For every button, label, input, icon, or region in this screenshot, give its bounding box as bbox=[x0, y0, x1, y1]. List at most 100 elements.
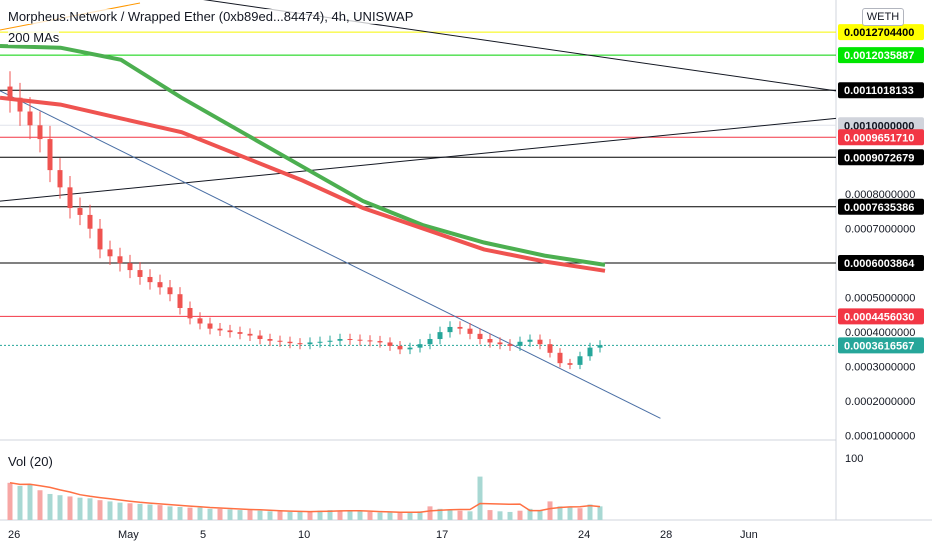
ma-fast-line bbox=[0, 95, 606, 273]
volume-bar bbox=[317, 510, 323, 520]
volume-bar bbox=[357, 511, 363, 520]
candle-body bbox=[497, 342, 503, 345]
volume-bar bbox=[137, 503, 143, 520]
time-tick-label: 26 bbox=[8, 529, 20, 541]
price-label-badge bbox=[838, 129, 924, 146]
price-label-text: 0.0003616567 bbox=[844, 340, 914, 352]
volume-bar bbox=[17, 485, 23, 520]
volume-bar bbox=[597, 506, 603, 520]
time-tick-label: 17 bbox=[436, 529, 448, 541]
indicator-label[interactable]: 200 MAs bbox=[8, 30, 60, 45]
candle-body bbox=[427, 339, 433, 345]
volume-bar bbox=[227, 509, 233, 520]
ma-slow-line bbox=[0, 44, 606, 267]
price-label-text: 0.0004456030 bbox=[844, 311, 914, 323]
candle-body bbox=[487, 339, 493, 343]
price-label-badge bbox=[838, 82, 924, 99]
candle-body bbox=[587, 347, 593, 357]
volume-bar bbox=[557, 506, 563, 520]
candle-body bbox=[367, 340, 373, 342]
price-label-text: 0.0009651710 bbox=[844, 132, 914, 144]
price-tick-label: 0.0004000000 bbox=[845, 327, 915, 339]
time-tick-label: 5 bbox=[200, 529, 206, 541]
time-tick-label: 10 bbox=[298, 529, 310, 541]
volume-bar bbox=[367, 511, 373, 520]
price-label-badge bbox=[838, 255, 924, 272]
time-tick-label: 28 bbox=[660, 529, 672, 541]
volume-bar bbox=[337, 510, 343, 520]
candle-body bbox=[407, 347, 413, 350]
volume-bar bbox=[117, 502, 123, 520]
candle-body bbox=[187, 307, 193, 319]
volume-bar bbox=[447, 510, 453, 520]
candle-body bbox=[557, 352, 563, 364]
volume-bar bbox=[277, 511, 283, 520]
volume-bar bbox=[527, 508, 533, 520]
price-tick-label: 0.0003000000 bbox=[845, 362, 915, 374]
volume-bar bbox=[507, 511, 513, 520]
volume-bar bbox=[327, 510, 333, 520]
volume-bar bbox=[437, 508, 443, 520]
candle-body bbox=[77, 208, 83, 215]
candle-body bbox=[597, 345, 603, 348]
candle-body bbox=[337, 339, 343, 341]
candle-body bbox=[547, 344, 553, 353]
candle-body bbox=[297, 343, 303, 345]
candle-body bbox=[377, 341, 383, 343]
candle-body bbox=[17, 97, 23, 112]
volume-bar bbox=[77, 497, 83, 520]
candle-body bbox=[507, 344, 513, 346]
volume-bar bbox=[547, 501, 553, 520]
trend-line-mid-diagonal bbox=[0, 117, 837, 202]
price-tick-label: 0.0007000000 bbox=[845, 224, 915, 236]
candle-body bbox=[467, 328, 473, 334]
trend-line-down-trend bbox=[0, 90, 661, 419]
volume-bar bbox=[477, 476, 483, 520]
currency-button[interactable]: WETH bbox=[862, 8, 904, 26]
candle-body bbox=[327, 340, 333, 342]
volume-bar bbox=[297, 511, 303, 520]
time-tick-label: Jun bbox=[740, 529, 758, 541]
price-label-text: 0.0012704400 bbox=[844, 27, 914, 39]
candle-body bbox=[517, 341, 523, 346]
candle-body bbox=[397, 345, 403, 350]
volume-bar bbox=[57, 495, 63, 520]
volume-bar bbox=[537, 510, 543, 520]
candle-body bbox=[227, 330, 233, 333]
volume-bar bbox=[587, 504, 593, 520]
volume-bar bbox=[407, 511, 413, 520]
volume-bar bbox=[487, 510, 493, 520]
candle-body bbox=[27, 111, 33, 126]
candle-body bbox=[317, 341, 323, 343]
volume-bar bbox=[237, 510, 243, 520]
volume-bar bbox=[417, 511, 423, 520]
volume-bar bbox=[567, 507, 573, 520]
price-label-text: 0.0009072679 bbox=[844, 152, 914, 164]
candle-body bbox=[7, 86, 13, 98]
volume-bar bbox=[37, 490, 43, 520]
candle-body bbox=[97, 228, 103, 250]
volume-bar bbox=[197, 507, 203, 520]
price-tick-label: 0.0001000000 bbox=[845, 431, 915, 443]
candle-body bbox=[287, 341, 293, 344]
price-tick-label: 0.0002000000 bbox=[845, 396, 915, 408]
volume-tick-label: 100 bbox=[845, 453, 863, 465]
price-label-text: 0.0012035887 bbox=[844, 50, 914, 62]
volume-ma-line bbox=[9, 482, 601, 514]
price-label-text: 0.0010000000 bbox=[844, 120, 914, 132]
volume-bar bbox=[377, 512, 383, 520]
candle-body bbox=[67, 187, 73, 209]
volume-bar bbox=[67, 496, 73, 520]
price-label-badge bbox=[838, 149, 924, 166]
time-tick-label: May bbox=[118, 529, 139, 541]
volume-label[interactable]: Vol (20) bbox=[8, 454, 53, 469]
time-tick-label: 24 bbox=[578, 529, 590, 541]
candle-body bbox=[347, 339, 353, 341]
volume-bar bbox=[467, 511, 473, 520]
candle-body bbox=[357, 339, 363, 341]
candle-body bbox=[147, 276, 153, 283]
candle-body bbox=[47, 139, 53, 171]
candle-body bbox=[247, 333, 253, 336]
